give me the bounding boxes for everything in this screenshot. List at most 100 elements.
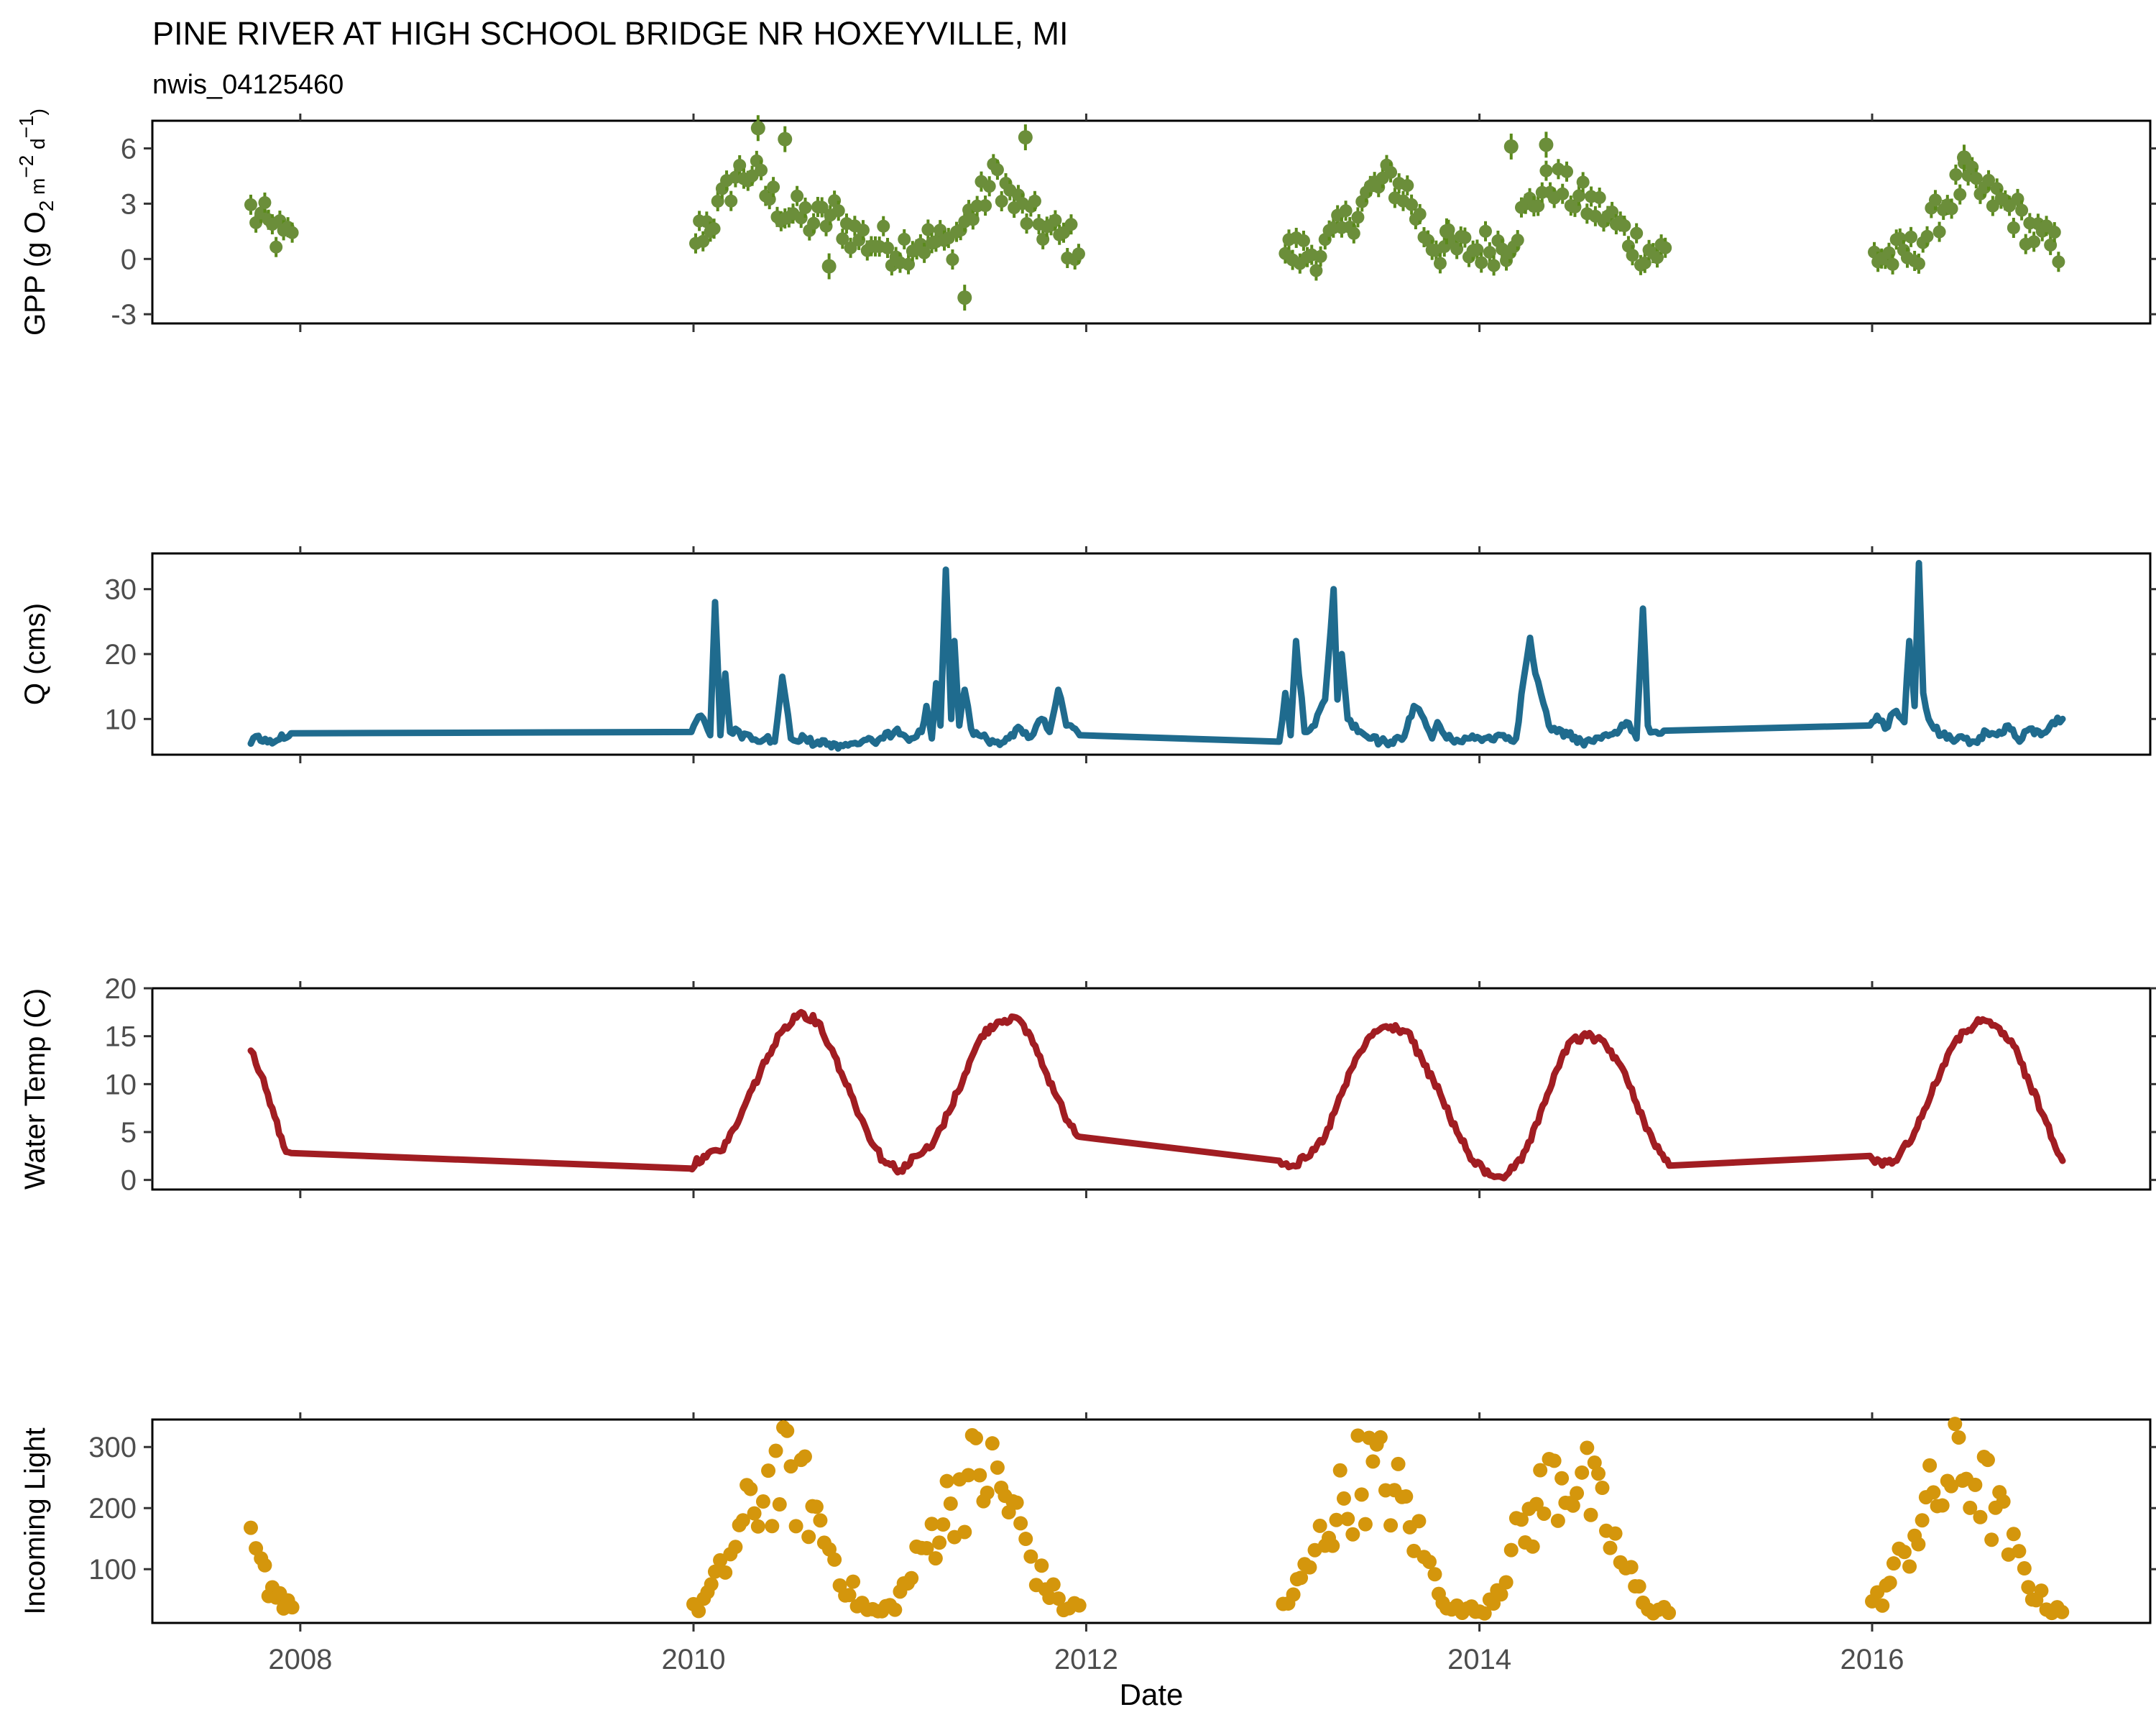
incoming-light-point xyxy=(788,1519,803,1534)
incoming-light-point xyxy=(1365,1454,1381,1469)
y-tick-label: 10 xyxy=(105,1069,137,1100)
q-line xyxy=(247,560,2066,752)
gpp-point xyxy=(1049,213,1062,227)
gpp-point xyxy=(1920,229,1934,243)
incoming-light-point xyxy=(928,1551,943,1566)
y-tick-label: 5 xyxy=(121,1117,137,1149)
gpp-point xyxy=(1982,173,1996,187)
gpp-segment xyxy=(244,192,299,257)
chart-subtitle: nwis_04125460 xyxy=(152,70,344,100)
y-tick-label: 200 xyxy=(88,1493,137,1524)
incoming-light-point xyxy=(919,1541,934,1556)
incoming-light-point xyxy=(735,1513,750,1528)
x-tick-label: 2016 xyxy=(1841,1644,1904,1675)
gpp-point xyxy=(1886,257,1899,271)
incoming-light-point xyxy=(1023,1549,1038,1564)
incoming-light-segment xyxy=(1276,1428,1677,1621)
incoming-light-point xyxy=(827,1552,842,1567)
x-axis-label: Date xyxy=(1120,1678,1184,1711)
incoming-light-point xyxy=(285,1600,300,1615)
incoming-light-point xyxy=(1001,1505,1016,1520)
gpp-segment xyxy=(1868,152,2065,275)
incoming-light-point xyxy=(1915,1513,1930,1528)
gpp-point xyxy=(285,226,299,239)
gpp-outlier-point xyxy=(778,132,793,147)
gpp-point xyxy=(1511,234,1524,247)
discharge-panel: 30 20 10 Q (cms) xyxy=(19,546,2156,763)
gpp-point xyxy=(1351,211,1365,224)
incoming-light-point xyxy=(1514,1512,1529,1527)
incoming-light-point xyxy=(1286,1587,1301,1602)
gpp-point xyxy=(918,246,931,259)
incoming-light-point xyxy=(924,1517,939,1532)
incoming-light-point xyxy=(961,1468,976,1483)
incoming-light-point xyxy=(980,1485,995,1500)
gpp-point xyxy=(724,194,738,208)
incoming-light-point xyxy=(1911,1537,1926,1552)
incoming-light-point xyxy=(1046,1577,1061,1592)
gpp-point xyxy=(2027,235,2041,249)
gpp-point xyxy=(982,180,996,193)
incoming-light-point xyxy=(1948,1417,1963,1432)
incoming-light-point xyxy=(1882,1576,1897,1591)
gpp-point xyxy=(270,240,283,254)
incoming-light-point xyxy=(1312,1518,1327,1533)
gpp-point xyxy=(966,213,980,226)
incoming-light-point xyxy=(1968,1477,1983,1492)
incoming-light-point xyxy=(888,1602,903,1617)
y-tick-label: 20 xyxy=(105,973,137,1005)
gpp-point xyxy=(2052,255,2065,269)
x-tick-label: 2014 xyxy=(1447,1644,1511,1675)
incoming-light-point xyxy=(1984,1532,1999,1547)
incoming-light-point xyxy=(1533,1463,1548,1478)
gpp-point xyxy=(1560,165,1574,178)
incoming-light-point xyxy=(1631,1579,1646,1594)
gpp-point xyxy=(1384,165,1398,179)
gpp-point xyxy=(244,198,257,211)
incoming-light-point xyxy=(1875,1598,1890,1613)
incoming-light-point xyxy=(1580,1440,1595,1455)
gpp-point xyxy=(1072,247,1085,261)
incoming-light-point xyxy=(704,1577,719,1592)
incoming-light-point xyxy=(2055,1604,2070,1619)
incoming-light-point xyxy=(1623,1560,1639,1575)
gpp-point xyxy=(2007,221,2020,234)
gpp-point xyxy=(1309,264,1323,277)
date-axis: 2008 2010 2012 2014 2016 xyxy=(268,1644,1904,1675)
incoming-light-point xyxy=(1603,1540,1618,1555)
y-axis-label: Q (cms) xyxy=(19,603,51,705)
incoming-light-point xyxy=(797,1449,812,1464)
incoming-light-segment xyxy=(686,1420,1087,1619)
y-tick-label: 20 xyxy=(105,639,137,671)
gpp-point xyxy=(1401,179,1414,193)
incoming-light-point xyxy=(1018,1532,1033,1547)
incoming-light-point xyxy=(1294,1570,1309,1586)
incoming-light-point xyxy=(1591,1466,1606,1481)
incoming-light-point xyxy=(990,1460,1005,1475)
gpp-point xyxy=(707,222,721,236)
incoming-light-point xyxy=(691,1604,706,1619)
incoming-light-point xyxy=(1583,1507,1598,1522)
gpp-point xyxy=(1405,198,1419,211)
incoming-light-point xyxy=(939,1473,954,1489)
incoming-light-point xyxy=(1340,1512,1355,1527)
panel-frame xyxy=(151,1418,2152,1624)
incoming-light-point xyxy=(1325,1538,1340,1553)
incoming-light-point xyxy=(943,1496,958,1512)
incoming-light-point xyxy=(1902,1559,1917,1574)
gpp-point xyxy=(258,196,272,209)
incoming-light-point xyxy=(2021,1580,2036,1595)
incoming-light-point xyxy=(936,1517,951,1532)
panel-frame xyxy=(151,119,2152,325)
gpp-point xyxy=(1593,190,1606,204)
y-tick-label: 3 xyxy=(121,188,137,220)
incoming-light-point xyxy=(1383,1518,1399,1533)
incoming-light-point xyxy=(1980,1453,1995,1468)
incoming-light-point xyxy=(747,1506,762,1521)
gpp-point xyxy=(856,224,870,237)
incoming-light-point xyxy=(1587,1455,1602,1471)
incoming-light-point xyxy=(1332,1463,1348,1478)
incoming-light-point xyxy=(1996,1494,2011,1509)
incoming-light-point xyxy=(1897,1545,1912,1560)
